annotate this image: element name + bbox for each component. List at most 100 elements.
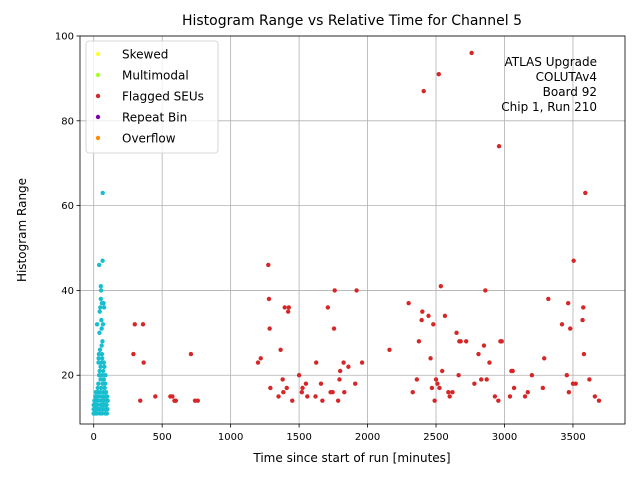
scatter-point bbox=[99, 343, 104, 348]
chart-title: Histogram Range vs Relative Time for Cha… bbox=[182, 13, 522, 29]
scatter-point bbox=[414, 377, 420, 382]
scatter-point bbox=[458, 339, 463, 344]
scatter-point bbox=[103, 373, 108, 378]
scatter-point bbox=[406, 300, 411, 306]
scatter-point bbox=[101, 305, 107, 310]
scatter-point bbox=[433, 377, 439, 382]
scatter-point bbox=[540, 385, 546, 391]
x-tick-label: 2500 bbox=[423, 432, 448, 443]
scatter-point bbox=[170, 394, 175, 399]
scatter-point bbox=[276, 394, 281, 399]
legend-marker bbox=[95, 135, 101, 141]
scatter-point bbox=[492, 394, 498, 399]
scatter-point bbox=[511, 385, 517, 391]
y-tick-label: 20 bbox=[61, 371, 74, 382]
x-tick-label: 500 bbox=[153, 432, 172, 443]
scatter-point bbox=[97, 309, 102, 314]
scatter-point bbox=[96, 351, 102, 357]
scatter-point bbox=[286, 305, 292, 310]
scatter-point bbox=[98, 389, 103, 395]
scatter-point bbox=[446, 389, 451, 395]
scatter-point bbox=[431, 322, 436, 327]
scatter-point bbox=[559, 322, 565, 327]
scatter-point bbox=[447, 394, 452, 399]
scatter-point bbox=[499, 339, 504, 344]
scatter-point bbox=[565, 300, 571, 306]
scatter-point bbox=[335, 398, 341, 403]
scatter-point bbox=[314, 360, 319, 365]
x-tick-label: 3500 bbox=[560, 432, 585, 443]
scatter-point bbox=[104, 402, 109, 408]
scatter-point bbox=[442, 313, 448, 319]
scatter-point bbox=[99, 326, 104, 331]
scatter-point bbox=[456, 373, 461, 378]
scatter-point bbox=[103, 389, 109, 395]
scatter-point bbox=[454, 330, 459, 336]
scatter-point bbox=[98, 377, 103, 382]
scatter-point bbox=[195, 398, 200, 403]
scatter-point bbox=[320, 398, 325, 403]
scatter-point bbox=[387, 347, 392, 352]
scatter-point bbox=[566, 389, 572, 395]
legend-box bbox=[85, 40, 219, 154]
scatter-point bbox=[188, 351, 194, 357]
legend-marker bbox=[95, 114, 101, 120]
legend-marker bbox=[95, 93, 101, 99]
scatter-point bbox=[99, 385, 104, 391]
y-tick-label: 80 bbox=[61, 116, 74, 127]
scatter-point bbox=[101, 368, 106, 374]
scatter-point bbox=[432, 398, 437, 403]
scatter-point bbox=[278, 347, 283, 352]
legend-marker bbox=[95, 72, 101, 78]
scatter-point bbox=[100, 258, 105, 263]
scatter-point bbox=[337, 377, 342, 382]
scatter-point bbox=[484, 377, 489, 382]
scatter-point bbox=[450, 389, 455, 395]
annotation-line: ATLAS Upgrade bbox=[504, 55, 597, 69]
scatter-point bbox=[299, 389, 305, 395]
scatter-point bbox=[581, 351, 587, 357]
scatter-point bbox=[428, 356, 433, 361]
scatter-point bbox=[429, 385, 435, 391]
scatter-point bbox=[587, 377, 592, 382]
y-tick-label: 60 bbox=[61, 201, 74, 212]
legend: Skewed Multimodal Flagged SEUs Repeat Bin Ov… bbox=[85, 40, 219, 154]
scatter-point bbox=[100, 322, 106, 327]
plot-area-frame bbox=[79, 35, 626, 425]
scatter-point bbox=[342, 389, 347, 395]
scatter-point bbox=[472, 381, 477, 386]
scatter-point bbox=[132, 322, 137, 327]
scatter-point bbox=[583, 190, 588, 196]
scatter-point bbox=[96, 373, 102, 378]
scatter-point bbox=[98, 296, 104, 302]
scatter-point bbox=[266, 262, 271, 268]
legend-label: Flagged SEUs bbox=[122, 90, 204, 104]
scatter-point bbox=[96, 262, 102, 268]
legend-label: Skewed bbox=[122, 48, 168, 62]
scatter-point bbox=[337, 368, 343, 374]
scatter-point bbox=[95, 398, 101, 403]
scatter-point bbox=[510, 368, 515, 374]
y-axis-ticks: 20 40 60 80 100 bbox=[55, 32, 80, 382]
scatter-point bbox=[100, 339, 105, 344]
scatter-point bbox=[353, 381, 358, 386]
scatter-point bbox=[481, 343, 487, 348]
scatter-point bbox=[421, 88, 426, 94]
scatter-point bbox=[138, 398, 143, 403]
annotation-line: COLUTAv4 bbox=[536, 70, 597, 84]
scatter-point bbox=[284, 385, 289, 391]
scatter-point bbox=[571, 258, 576, 263]
scatter-point bbox=[496, 398, 501, 403]
scatter-point bbox=[416, 339, 422, 344]
legend-label: Overflow bbox=[122, 132, 176, 146]
scatter-point bbox=[96, 381, 101, 386]
scatter-point bbox=[529, 373, 535, 378]
scatter-point bbox=[573, 381, 578, 386]
scatter-point bbox=[439, 368, 445, 374]
scatter-point bbox=[99, 351, 105, 357]
scatter-point bbox=[258, 356, 263, 361]
scatter-point bbox=[359, 360, 365, 365]
scatter-point bbox=[102, 381, 108, 386]
